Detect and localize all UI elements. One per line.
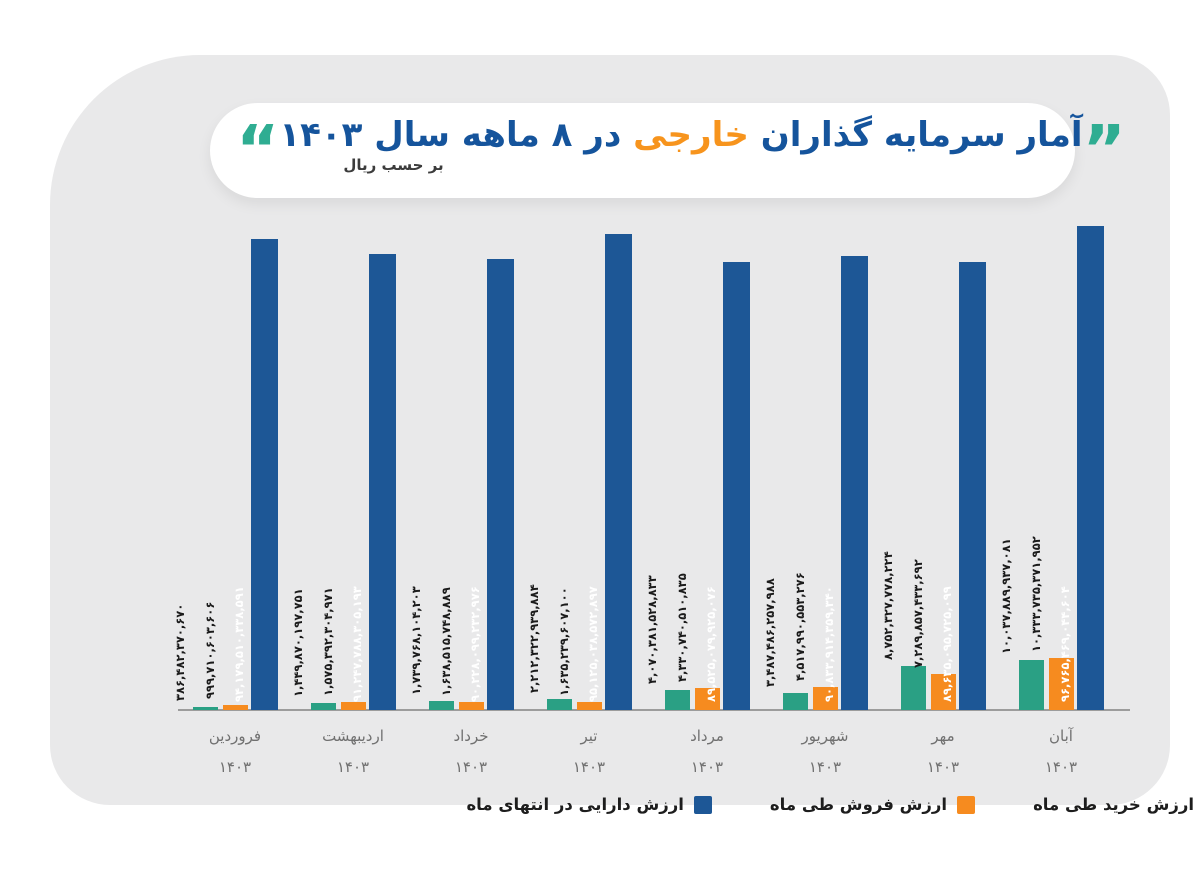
month-year: ۱۴۰۳ — [454, 758, 488, 776]
month-name: خرداد — [453, 727, 489, 745]
bar-purchase-mordad — [665, 690, 690, 710]
bar-purchase-farvardin — [193, 707, 218, 710]
bottom-notch — [606, 843, 702, 877]
title-part-1: آمار سرمایه گذاران — [760, 115, 1083, 155]
bar-sale-farvardin — [223, 705, 248, 710]
axis-label-aban: آبان ۱۴۰۳ — [1001, 727, 1121, 776]
bar-sale-mehr — [931, 674, 956, 710]
axis-label-mordad: مرداد ۱۴۰۳ — [647, 727, 767, 776]
month-year: ۱۴۰۳ — [1044, 758, 1078, 776]
bar-purchase-ordibehesht — [311, 703, 336, 710]
bar-sale-shahrivar — [813, 687, 838, 710]
label-sale-shahrivar: ۴,۵۱۷,۹۹۰,۵۵۳,۲۷۶ — [793, 572, 807, 681]
label-purchase-ordibehesht: ۱,۴۴۹,۸۷۰,۱۹۷,۷۵۱ — [291, 588, 305, 697]
bar-assets-khordad — [487, 259, 514, 710]
bar-sale-aban — [1049, 658, 1074, 710]
unit-note: بر حسب ریال — [343, 156, 444, 174]
month-name: تیر — [580, 727, 598, 745]
bar-purchase-aban — [1019, 660, 1044, 710]
close-quote-icon: ” — [1082, 111, 1126, 188]
month-name: مرداد — [690, 727, 724, 745]
label-assets-khordad: ۹۰,۲۲۸,۰۹۹,۲۳۲,۹۷۶ — [468, 586, 482, 702]
title-banner: “ آمار سرمایه گذاران خارجی در ۸ ماهه سال… — [210, 103, 1126, 198]
legend-item-assets: ارزش دارایی در انتهای ماه — [466, 795, 712, 814]
chart-card: “ آمار سرمایه گذاران خارجی در ۸ ماهه سال… — [50, 55, 1194, 877]
bar-assets-shahrivar — [841, 256, 868, 710]
label-assets-farvardin: ۹۴,۱۷۹,۵۱۰,۳۳۸,۵۹۱ — [232, 586, 246, 702]
legend-label-sale: ارزش فروش طی ماه — [769, 795, 948, 814]
label-assets-tir: ۹۵,۱۲۵,۰۳۸,۵۷۲,۸۹۷ — [586, 586, 600, 702]
bar-purchase-mehr — [901, 666, 926, 710]
label-sale-farvardin: ۹۹۹,۷۱۰,۶۰۳,۶۰۶ — [203, 601, 217, 699]
axis-label-khordad: خرداد ۱۴۰۳ — [411, 727, 531, 776]
label-assets-shahrivar: ۹۰,۸۳۳,۹۱۴,۳۵۹,۳۴۰ — [822, 586, 836, 702]
month-name: مهر — [931, 727, 955, 745]
bar-purchase-tir — [547, 699, 572, 710]
label-assets-mordad: ۸۹,۵۲۵,۰۷۹,۹۲۵,۰۷۶ — [704, 586, 718, 702]
assets-color-swatch — [693, 795, 712, 814]
label-purchase-mehr: ۸,۷۵۲,۳۲۷,۷۷۸,۲۲۴ — [881, 551, 895, 660]
legend-item-sale: ارزش فروش طی ماه — [769, 795, 976, 814]
bar-sale-mordad — [695, 688, 720, 710]
legend-label-assets: ارزش دارایی در انتهای ماه — [466, 795, 684, 814]
open-quote-icon: “ — [236, 111, 280, 188]
label-sale-khordad: ۱,۶۳۸,۵۱۵,۷۴۸,۸۸۹ — [439, 587, 453, 696]
label-assets-aban: ۹۶,۷۶۵,۴۶۹,۰۴۴,۶۰۴ — [1058, 586, 1072, 702]
page-title: آمار سرمایه گذاران خارجی در ۸ ماهه سال ۱… — [279, 115, 1082, 155]
month-year: ۱۴۰۳ — [572, 758, 606, 776]
bar-assets-mehr — [959, 262, 986, 710]
axis-label-shahrivar: شهریور ۱۴۰۳ — [765, 727, 885, 776]
month-year: ۱۴۰۳ — [336, 758, 370, 776]
label-purchase-mordad: ۴,۰۷۰,۳۸۱,۵۲۸,۸۳۳ — [645, 575, 659, 684]
month-name: شهریور — [801, 727, 849, 745]
title-highlight: خارجی — [633, 115, 749, 155]
label-purchase-tir: ۲,۲۱۲,۳۲۲,۹۳۹,۸۸۴ — [527, 584, 541, 693]
month-year: ۱۴۰۳ — [808, 758, 842, 776]
axis-label-farvardin: فروردین ۱۴۰۳ — [175, 727, 295, 776]
bar-sale-ordibehesht — [341, 702, 366, 710]
label-purchase-aban: ۱۰,۰۳۷,۸۸۹,۹۳۷,۰۸۱ — [999, 538, 1013, 654]
month-year: ۱۴۰۳ — [690, 758, 724, 776]
bar-purchase-shahrivar — [783, 693, 808, 710]
bar-sale-tir — [577, 702, 602, 710]
bar-assets-farvardin — [251, 239, 278, 710]
month-name: اردیبهشت — [322, 727, 384, 745]
month-name: آبان — [1049, 727, 1073, 745]
infographic-page: “ آمار سرمایه گذاران خارجی در ۸ ماهه سال… — [50, 55, 1194, 877]
bar-assets-ordibehesht — [369, 254, 396, 710]
legend-item-purchase: ارزش خرید طی ماه — [1033, 795, 1200, 814]
bar-sale-khordad — [459, 702, 484, 710]
x-axis-line — [178, 709, 1130, 711]
label-purchase-shahrivar: ۳,۴۸۷,۴۸۶,۲۵۷,۹۸۸ — [763, 578, 777, 687]
bar-assets-tir — [605, 234, 632, 710]
axis-label-ordibehesht: اردیبهشت ۱۴۰۳ — [293, 727, 413, 776]
bar-assets-aban — [1077, 226, 1104, 710]
bar-purchase-khordad — [429, 701, 454, 710]
month-name: فروردین — [208, 727, 262, 745]
month-year: ۱۴۰۳ — [218, 758, 252, 776]
title-part-2: در ۸ ماهه سال ۱۴۰۳ — [279, 115, 622, 155]
label-assets-ordibehesht: ۹۱,۲۴۷,۷۸۸,۳۰۵,۱۹۳ — [350, 586, 364, 702]
legend: ارزش دارایی در انتهای ماه ارزش فروش طی م… — [180, 795, 1200, 814]
label-sale-mehr: ۷,۲۸۹,۸۵۷,۴۳۳,۶۹۲ — [911, 559, 925, 668]
title-block: آمار سرمایه گذاران خارجی در ۸ ماهه سال ۱… — [279, 115, 1082, 174]
label-purchase-khordad: ۱,۷۳۹,۷۶۸,۱۰۴,۲۰۳ — [409, 586, 423, 695]
label-purchase-farvardin: ۳۸۶,۴۸۲,۳۷۰,۶۷۰ — [173, 603, 187, 701]
bar-assets-mordad — [723, 262, 750, 710]
sale-color-swatch — [957, 795, 976, 814]
axis-label-tir: تیر ۱۴۰۳ — [529, 727, 649, 776]
month-year: ۱۴۰۳ — [926, 758, 960, 776]
label-assets-mehr: ۸۹,۶۳۵,۰۹۵,۷۲۵,۰۹۹ — [940, 586, 954, 702]
label-sale-tir: ۱,۶۳۵,۲۳۹,۶۰۷,۱۰۰ — [557, 587, 571, 696]
axis-label-mehr: مهر ۱۴۰۳ — [883, 727, 1003, 776]
label-sale-aban: ۱۰,۳۳۳,۷۳۵,۳۷۱,۹۵۲ — [1029, 536, 1043, 652]
label-sale-ordibehesht: ۱,۵۷۵,۳۹۲,۳۰۴,۹۷۱ — [321, 587, 335, 696]
label-sale-mordad: ۴,۳۳۰,۷۴۰,۵۱۰,۸۳۵ — [675, 573, 689, 682]
legend-label-purchase: ارزش خرید طی ماه — [1033, 795, 1194, 814]
